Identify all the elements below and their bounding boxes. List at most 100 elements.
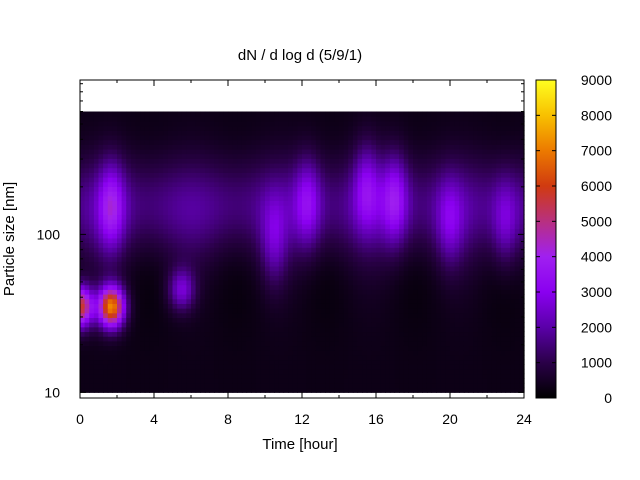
heatmap-cell: [357, 186, 363, 192]
heatmap-cell: [385, 350, 391, 356]
heatmap-cell: [223, 350, 229, 356]
heatmap-cell: [408, 200, 414, 206]
heatmap-cell: [450, 331, 456, 337]
heatmap-cell: [98, 195, 104, 202]
heatmap-cell: [191, 289, 197, 295]
chart-title: dN / d log d (5/9/1): [238, 47, 362, 64]
heatmap-cell: [325, 279, 331, 286]
heatmap-cell: [126, 331, 132, 337]
heatmap-cell: [376, 364, 382, 370]
heatmap-cell: [325, 378, 331, 384]
heatmap-cell: [260, 331, 266, 337]
heatmap-cell: [107, 331, 113, 337]
heatmap-cell: [394, 228, 400, 234]
heatmap-cell: [292, 279, 298, 286]
heatmap-cell: [80, 275, 86, 281]
heatmap-cell: [223, 242, 229, 248]
heatmap-cell: [417, 312, 423, 319]
heatmap-cell: [334, 162, 340, 169]
heatmap-cell: [172, 331, 178, 337]
heatmap-cell: [362, 148, 368, 155]
heatmap-cell: [399, 228, 405, 234]
heatmap-cell: [186, 242, 192, 248]
heatmap-cell: [334, 251, 340, 258]
heatmap-cell: [306, 354, 312, 361]
heatmap-cell: [297, 275, 303, 281]
heatmap-cell: [117, 205, 123, 211]
heatmap-cell: [436, 251, 442, 258]
heatmap-cell: [112, 364, 118, 370]
heatmap-cell: [389, 195, 396, 202]
heatmap-cell: [389, 205, 396, 211]
heatmap-cell: [251, 284, 257, 290]
heatmap-cell: [408, 148, 414, 155]
heatmap-cell: [366, 275, 372, 281]
heatmap-cell: [408, 158, 414, 164]
heatmap-cell: [440, 111, 446, 117]
heatmap-cell: [191, 251, 197, 258]
heatmap-cell: [278, 148, 285, 155]
heatmap-cell: [265, 265, 271, 272]
heatmap-cell: [103, 387, 109, 393]
heatmap-cell: [241, 233, 248, 239]
heatmap-cell: [84, 294, 90, 300]
heatmap-cell: [103, 148, 109, 155]
heatmap-cell: [255, 378, 261, 384]
heatmap-cell: [265, 233, 271, 239]
heatmap-cell: [177, 382, 183, 389]
heatmap-cell: [334, 345, 340, 351]
heatmap-cell: [343, 317, 349, 323]
heatmap-cell: [343, 172, 349, 178]
heatmap-cell: [200, 265, 206, 272]
heatmap-cell: [278, 191, 285, 197]
heatmap-cell: [306, 172, 312, 178]
heatmap-cell: [140, 233, 146, 239]
heatmap-cell: [149, 125, 155, 131]
heatmap-cell: [426, 373, 433, 379]
heatmap-cell: [158, 378, 164, 384]
heatmap-cell: [269, 279, 275, 286]
heatmap-cell: [223, 294, 229, 300]
heatmap-cell: [186, 359, 192, 365]
heatmap-cell: [214, 233, 220, 239]
heatmap-cell: [158, 181, 164, 187]
heatmap-cell: [371, 345, 377, 351]
heatmap-cell: [408, 317, 414, 323]
heatmap-cell: [80, 336, 86, 342]
heatmap-cell: [214, 265, 220, 272]
heatmap-cell: [144, 265, 150, 272]
heatmap-cell: [140, 303, 146, 309]
heatmap-cell: [98, 247, 104, 253]
heatmap-cell: [149, 223, 155, 230]
heatmap-cell: [278, 195, 285, 202]
heatmap-cell: [431, 130, 437, 136]
heatmap-cell: [292, 209, 298, 216]
heatmap-cell: [459, 205, 465, 211]
heatmap-cell: [149, 158, 155, 164]
heatmap-cell: [149, 172, 155, 178]
heatmap-cell: [343, 233, 349, 239]
heatmap-cell: [366, 223, 372, 230]
heatmap-cell: [209, 181, 215, 187]
heatmap-cell: [376, 256, 382, 262]
heatmap-cell: [149, 134, 155, 141]
heatmap-cell: [348, 270, 354, 276]
heatmap-cell: [107, 298, 113, 304]
heatmap-cell: [385, 130, 391, 136]
heatmap-cell: [380, 167, 386, 173]
heatmap-cell: [376, 279, 382, 286]
heatmap-cell: [339, 336, 345, 342]
heatmap-cell: [297, 111, 303, 117]
heatmap-cell: [246, 125, 252, 131]
heatmap-cell: [426, 284, 433, 290]
heatmap-cell: [389, 116, 396, 122]
heatmap-cell: [154, 387, 160, 393]
heatmap-cell: [302, 181, 308, 187]
heatmap-cell: [223, 223, 229, 230]
heatmap-cell: [278, 134, 285, 141]
heatmap-cell: [265, 279, 271, 286]
heatmap-cell: [320, 186, 326, 192]
heatmap-cell: [98, 111, 104, 117]
heatmap-cell: [417, 130, 423, 136]
heatmap-cell: [399, 186, 405, 192]
